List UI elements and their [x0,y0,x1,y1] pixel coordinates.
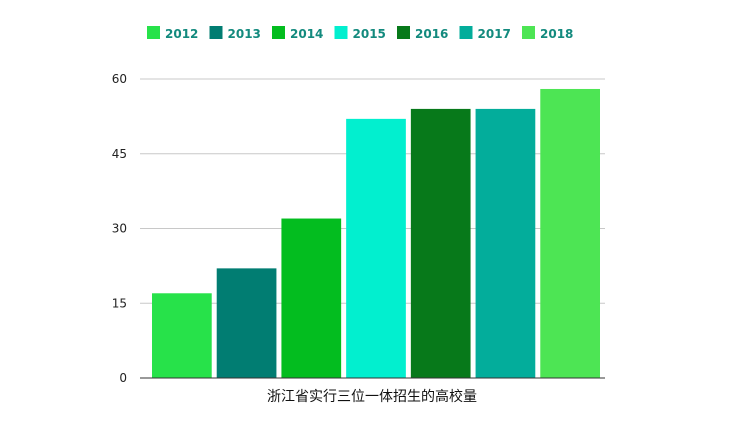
y-tick-label: 15 [112,296,127,310]
legend: 2012 2013 2014 2015 2016 2017 2018 [147,26,573,41]
legend-label-2018: 2018 [540,27,573,41]
legend-swatch-2017 [459,26,473,39]
bar-2018 [540,88,600,378]
y-axis-ticks: 0 15 30 45 60 [112,72,127,385]
legend-label-2015: 2015 [353,27,386,41]
y-tick-label: 60 [112,72,127,86]
legend-swatch-2013 [209,26,223,39]
legend-swatch-2012 [147,26,160,39]
y-tick-label: 45 [112,147,127,161]
bars [152,88,600,379]
y-tick-label: 30 [112,222,127,236]
bar-2014 [281,218,342,378]
legend-label-2017: 2017 [478,27,511,41]
legend-label-2016: 2016 [415,27,448,41]
legend-swatch-2014 [272,26,285,39]
legend-label-2013: 2013 [228,27,261,41]
bar-2016 [410,108,471,379]
x-axis-label: 浙江省实行三位一体招生的高校量 [267,388,477,405]
bar-2017 [475,108,536,379]
bar-2015 [346,118,406,378]
legend-label-2012: 2012 [165,27,198,41]
y-tick-label: 0 [119,371,127,385]
legend-swatch-2018 [522,26,535,39]
bar-2012 [152,293,212,378]
legend-swatch-2016 [397,26,410,39]
legend-swatch-2015 [334,26,348,39]
bar-2013 [216,268,277,378]
legend-label-2014: 2014 [290,27,323,41]
